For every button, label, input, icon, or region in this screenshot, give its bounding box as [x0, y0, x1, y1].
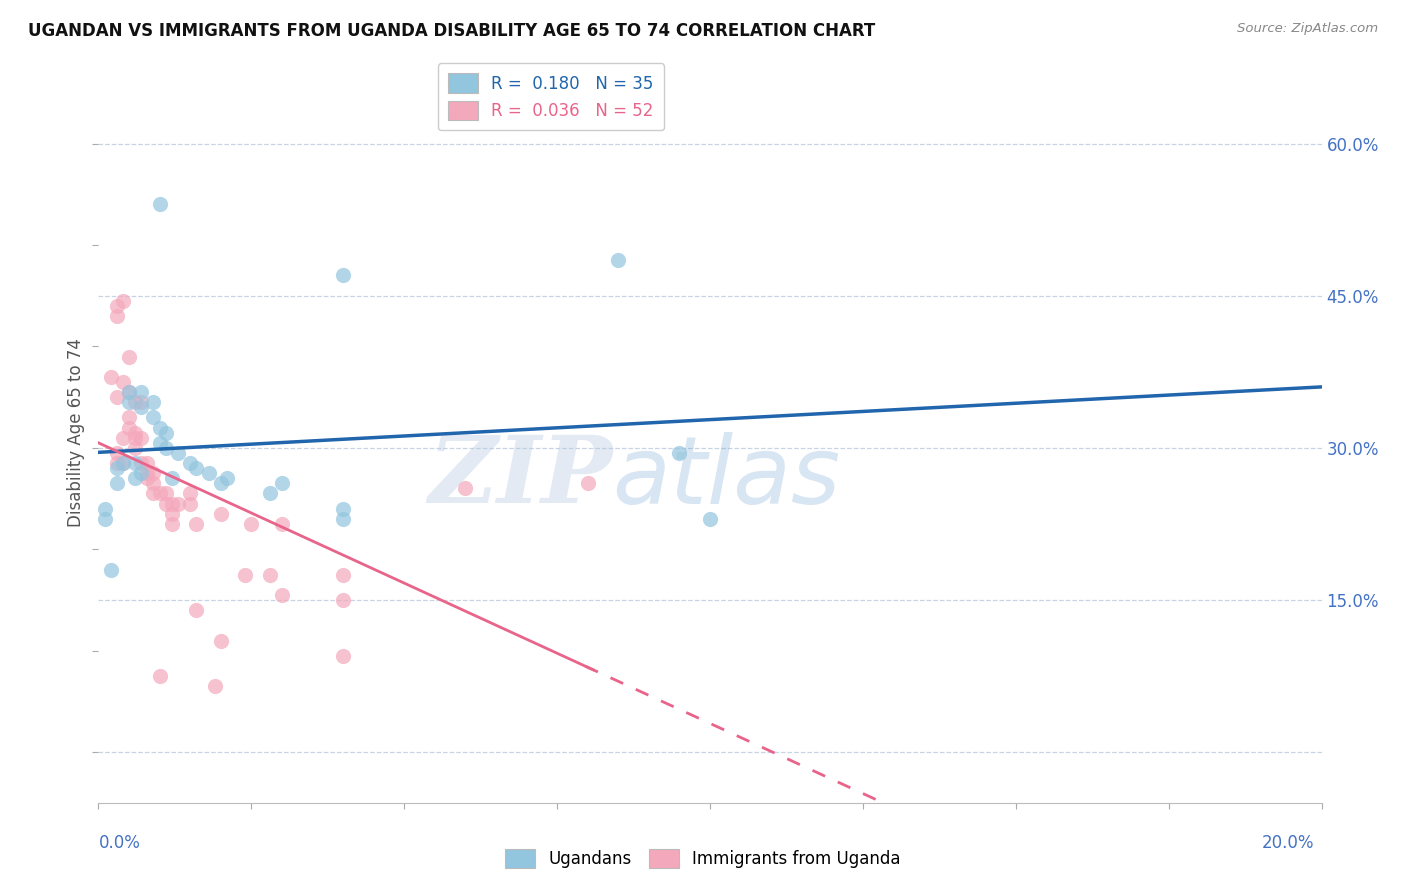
Point: [111, 431, 134, 445]
Point: [129, 431, 152, 445]
Point: [186, 516, 208, 531]
Point: [332, 593, 354, 607]
Point: [179, 486, 201, 500]
Point: [155, 486, 177, 500]
Point: [124, 395, 146, 409]
Point: [93, 501, 115, 516]
Point: [332, 648, 354, 663]
Point: [699, 512, 721, 526]
Point: [454, 482, 477, 496]
Point: [129, 466, 152, 480]
Legend: R =  0.180   N = 35, R =  0.036   N = 52: R = 0.180 N = 35, R = 0.036 N = 52: [439, 63, 664, 130]
Point: [105, 299, 128, 313]
Point: [215, 471, 238, 485]
Point: [149, 420, 172, 434]
Point: [186, 603, 208, 617]
Legend: Ugandans, Immigrants from Uganda: Ugandans, Immigrants from Uganda: [499, 842, 907, 875]
Point: [270, 588, 292, 602]
Point: [118, 385, 141, 400]
Point: [124, 456, 146, 470]
Point: [209, 476, 232, 491]
Point: [124, 425, 146, 440]
Point: [105, 476, 128, 491]
Point: [240, 516, 263, 531]
Point: [607, 253, 630, 268]
Text: atlas: atlas: [612, 432, 841, 523]
Point: [160, 507, 183, 521]
Point: [259, 486, 281, 500]
Point: [100, 562, 122, 576]
Point: [105, 461, 128, 475]
Point: [93, 512, 115, 526]
Point: [118, 410, 141, 425]
Point: [332, 268, 354, 283]
Point: [111, 456, 134, 470]
Y-axis label: Disability Age 65 to 74: Disability Age 65 to 74: [66, 338, 84, 527]
Point: [668, 446, 690, 460]
Point: [155, 425, 177, 440]
Point: [149, 435, 172, 450]
Point: [136, 456, 159, 470]
Text: ZIP: ZIP: [427, 432, 612, 522]
Point: [149, 669, 172, 683]
Text: UGANDAN VS IMMIGRANTS FROM UGANDA DISABILITY AGE 65 TO 74 CORRELATION CHART: UGANDAN VS IMMIGRANTS FROM UGANDA DISABI…: [28, 22, 876, 40]
Point: [332, 512, 354, 526]
Point: [149, 197, 172, 211]
Point: [270, 516, 292, 531]
Point: [129, 456, 152, 470]
Point: [204, 679, 226, 693]
Point: [167, 497, 190, 511]
Point: [142, 486, 165, 500]
Point: [129, 385, 152, 400]
Point: [197, 466, 219, 480]
Point: [111, 375, 134, 389]
Text: 20.0%: 20.0%: [1263, 834, 1315, 852]
Point: [124, 431, 146, 445]
Text: 0.0%: 0.0%: [98, 834, 141, 852]
Point: [160, 497, 183, 511]
Point: [118, 385, 141, 400]
Point: [160, 516, 183, 531]
Point: [111, 456, 134, 470]
Point: [179, 497, 201, 511]
Point: [155, 441, 177, 455]
Point: [179, 456, 201, 470]
Point: [142, 466, 165, 480]
Point: [136, 471, 159, 485]
Point: [142, 476, 165, 491]
Point: [332, 567, 354, 582]
Point: [259, 567, 281, 582]
Point: [105, 390, 128, 404]
Point: [332, 501, 354, 516]
Point: [142, 410, 165, 425]
Point: [118, 395, 141, 409]
Point: [270, 476, 292, 491]
Point: [118, 350, 141, 364]
Point: [155, 497, 177, 511]
Point: [167, 446, 190, 460]
Point: [129, 401, 152, 415]
Point: [233, 567, 256, 582]
Point: [124, 441, 146, 455]
Point: [576, 476, 599, 491]
Point: [209, 633, 232, 648]
Point: [105, 446, 128, 460]
Point: [142, 395, 165, 409]
Point: [129, 395, 152, 409]
Point: [111, 293, 134, 308]
Point: [105, 456, 128, 470]
Point: [124, 471, 146, 485]
Point: [160, 471, 183, 485]
Point: [118, 420, 141, 434]
Point: [209, 507, 232, 521]
Point: [136, 466, 159, 480]
Point: [105, 309, 128, 323]
Point: [100, 369, 122, 384]
Point: [149, 486, 172, 500]
Text: Source: ZipAtlas.com: Source: ZipAtlas.com: [1237, 22, 1378, 36]
Point: [186, 461, 208, 475]
